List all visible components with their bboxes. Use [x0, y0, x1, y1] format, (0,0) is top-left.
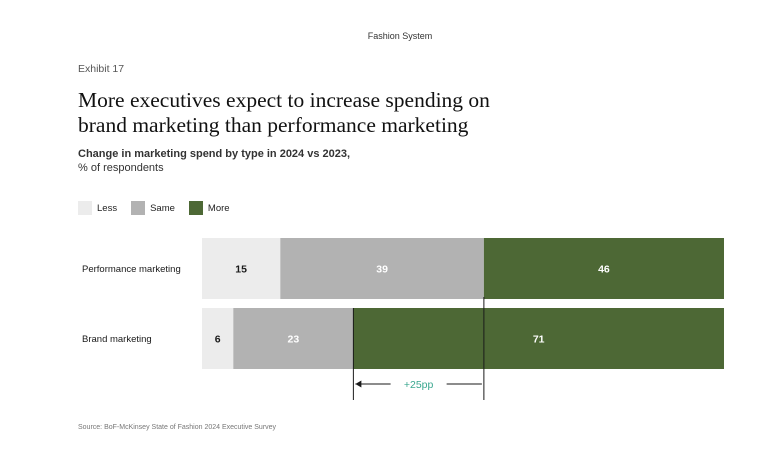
bar-segment-less [202, 238, 281, 299]
legend-swatch-less [78, 201, 92, 215]
legend-item-more: More [188, 201, 230, 215]
category-label: Performance marketing [82, 264, 181, 275]
legend-label-more: More [207, 202, 230, 214]
data-label: 39 [376, 264, 388, 276]
chart-subtitle: Change in marketing spend by type in 202… [78, 147, 350, 175]
bar-segment-less [202, 308, 234, 369]
source-note: Source: BoF-McKinsey State of Fashion 20… [78, 424, 277, 431]
subtitle-line-2: % of respondents [78, 162, 164, 174]
legend-label-less: Less [97, 202, 118, 214]
annotation-arrowhead [355, 380, 362, 388]
subtitle-line-1: Change in marketing spend by type in 202… [78, 148, 351, 160]
data-label: 6 [215, 334, 221, 346]
legend-item-same: Same [131, 201, 175, 215]
bar-segment-same [233, 308, 354, 369]
exhibit-label: Exhibit 17 [78, 63, 125, 75]
legend-swatch-more [188, 201, 203, 215]
data-label: 15 [235, 264, 247, 276]
bar-segment-more [353, 308, 724, 369]
data-label: 46 [598, 264, 610, 276]
bar-segment-more [483, 238, 724, 299]
data-label: 71 [533, 334, 545, 346]
legend-item-less: Less [78, 201, 117, 215]
category-label: Brand marketing [82, 334, 152, 345]
legend: Less Same More [78, 201, 244, 215]
section-header: Fashion System [367, 31, 433, 41]
legend-swatch-same [131, 201, 146, 215]
chart-title: More executives expect to increase spend… [78, 88, 490, 137]
bar-segment-same [280, 238, 484, 299]
annotation-label: +25pp [404, 379, 434, 391]
legend-label-same: Same [150, 202, 175, 214]
data-label: 23 [288, 334, 300, 346]
